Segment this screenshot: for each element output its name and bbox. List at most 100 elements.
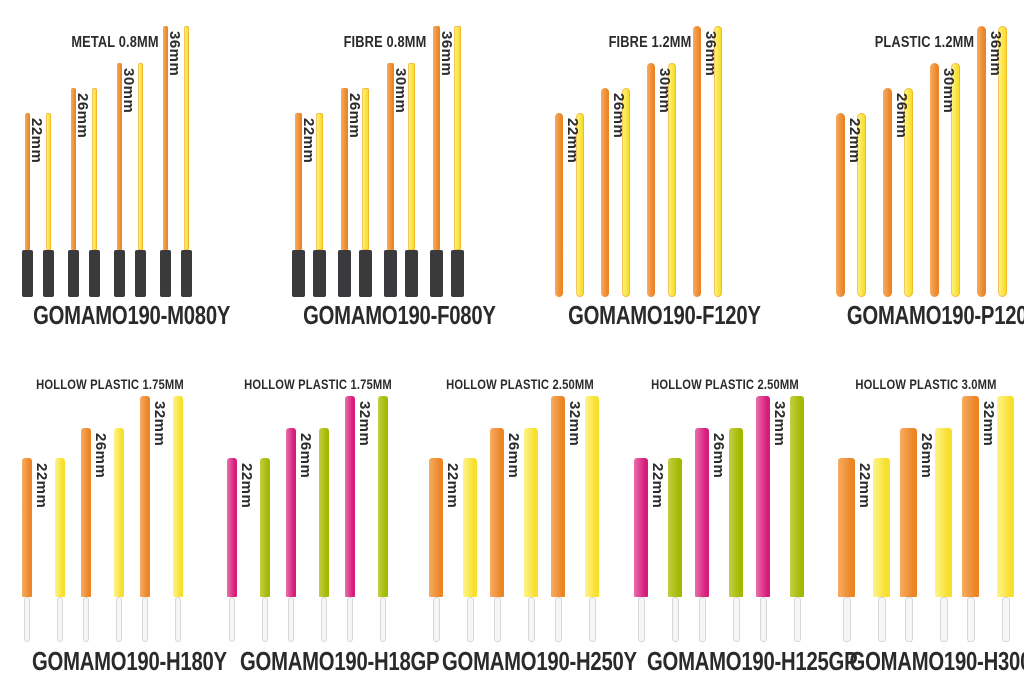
stick-pair: 30mm (114, 63, 146, 297)
size-label: 36mm (987, 31, 1004, 77)
yellow-rod (46, 113, 51, 250)
white-base (637, 597, 645, 642)
stick-pair: 36mm (160, 26, 192, 297)
stick-pair: 22mm (555, 113, 584, 297)
yellow-rod (585, 396, 599, 597)
product-code: GOMAMO190-M080Y (33, 300, 231, 330)
stick-pair: 36mm (693, 26, 722, 297)
size-label: 22mm (33, 463, 50, 509)
stick-orange (160, 26, 171, 297)
white-base (493, 597, 501, 642)
black-base (89, 250, 100, 297)
stick-yellow (935, 428, 952, 642)
stick-orange (930, 63, 939, 297)
stick-yellow (714, 26, 722, 297)
stick-pink (286, 428, 296, 642)
black-base (405, 250, 418, 297)
orange-rod (693, 26, 701, 297)
green-rod (729, 428, 743, 597)
stick-orange (490, 428, 504, 642)
stick-yellow (857, 113, 866, 297)
product-group-metal-08: METAL 0.8MM 22mm 26mm 30mm 36mm GOMAMO190-M… (10, 0, 231, 340)
orange-rod (836, 113, 845, 297)
orange-rod (838, 458, 855, 597)
stick-pair: 26mm (338, 88, 372, 297)
stick-yellow (904, 88, 913, 297)
green-rod (790, 396, 804, 597)
stick-green (378, 396, 388, 642)
black-base (313, 250, 326, 297)
white-base (347, 597, 353, 642)
black-base (359, 250, 372, 297)
product-code: GOMAMO190-H18GP (240, 646, 440, 676)
white-base (588, 597, 596, 642)
white-base (83, 597, 89, 642)
yellow-rod (935, 428, 952, 597)
orange-rod (551, 396, 565, 597)
stick-yellow (181, 26, 192, 297)
stick-pair: 30mm (930, 63, 960, 297)
stick-pairs: 22mm 26mm 30mm 36mm (836, 26, 1007, 297)
group-title: PLASTIC 1.2MM (874, 34, 975, 51)
stick-yellow (668, 63, 676, 297)
stick-yellow (43, 113, 54, 297)
product-group-hollow-175-gp: HOLLOW PLASTIC 1.75MM 22mm 26mm 32mm GOMAM… (218, 340, 440, 681)
stick-pair: 32mm (756, 396, 804, 642)
product-code: GOMAMO190-F120Y (568, 300, 761, 330)
stick-pair: 22mm (22, 113, 54, 297)
orange-rod (341, 88, 348, 250)
stick-pair: 22mm (429, 458, 477, 642)
stick-pairs: 22mm 26mm 32mm (429, 396, 599, 642)
stick-orange (22, 113, 33, 297)
orange-rod (429, 458, 443, 597)
yellow-rod (951, 63, 960, 297)
stick-yellow (313, 113, 326, 297)
black-base (114, 250, 125, 297)
orange-rod (117, 63, 122, 250)
size-label: 26mm (893, 93, 910, 139)
black-base (338, 250, 351, 297)
stick-orange (900, 428, 917, 642)
yellow-rod (998, 26, 1007, 297)
stick-orange (962, 396, 979, 642)
pink-rod (634, 458, 648, 597)
stick-pair: 22mm (634, 458, 682, 642)
stick-pair: 26mm (68, 88, 100, 297)
size-label: 26mm (346, 93, 363, 139)
stick-orange (883, 88, 892, 297)
stick-pair: 36mm (977, 26, 1007, 297)
stick-yellow (114, 428, 124, 642)
stick-orange (22, 458, 32, 642)
stick-yellow (463, 458, 477, 642)
product-group-fibre-12: FIBRE 1.2MM 22mm 26mm 30mm 36mm GOMAMO190-F… (545, 0, 761, 340)
white-base (939, 597, 948, 642)
size-label: 32mm (771, 401, 788, 447)
stick-yellow (55, 458, 65, 642)
orange-rod (900, 428, 917, 597)
group-title: HOLLOW PLASTIC 2.50MM (446, 376, 594, 392)
stick-yellow (405, 63, 418, 297)
green-rod (260, 458, 270, 597)
stick-pair: 22mm (838, 458, 890, 642)
stick-pair: 32mm (962, 396, 1014, 642)
white-base (321, 597, 327, 642)
white-base (229, 597, 235, 642)
stick-yellow (997, 396, 1014, 642)
stick-yellow (359, 88, 372, 297)
stick-yellow (951, 63, 960, 297)
size-label: 26mm (918, 433, 935, 479)
orange-rod (601, 88, 609, 297)
white-base (466, 597, 474, 642)
stick-orange (693, 26, 701, 297)
product-group-hollow-250-gp: HOLLOW PLASTIC 2.50MM 22mm 26mm 32mm GOMAM… (625, 340, 858, 681)
orange-rod (647, 63, 655, 297)
stick-yellow (89, 88, 100, 297)
green-rod (378, 396, 388, 597)
stick-yellow (576, 113, 584, 297)
size-label: 30mm (392, 68, 409, 114)
stick-yellow (622, 88, 630, 297)
stick-orange (81, 428, 91, 642)
size-label: 22mm (238, 463, 255, 509)
stick-pairs: 22mm 26mm 30mm 36mm (292, 26, 464, 297)
